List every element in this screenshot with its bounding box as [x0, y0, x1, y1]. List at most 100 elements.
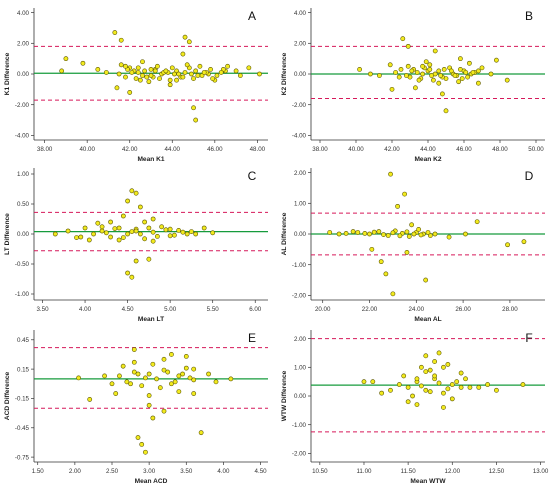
data-point [378, 259, 384, 265]
panel-f: 10.50 11.00 11.50 12.00 12.50 13.00 2.00 1.00 0.… [281, 330, 549, 485]
x-tick-label: 46.00 [207, 146, 223, 153]
data-point [176, 71, 182, 77]
data-point [430, 77, 436, 83]
data-point [152, 68, 158, 74]
data-point [65, 228, 71, 234]
x-tick-label: 2.50 [106, 468, 119, 475]
data-point [137, 204, 143, 210]
data-point [463, 231, 468, 237]
data-point [362, 230, 368, 236]
data-point [403, 73, 409, 78]
y-tick-label: -2.00 [292, 102, 307, 109]
x-tick-label: 50.00 [528, 146, 544, 153]
x-tick-label: 48.00 [492, 146, 508, 153]
data-point [381, 232, 386, 238]
y-tick-label: 0.00 [294, 71, 307, 78]
panel-letter: A [248, 9, 256, 23]
data-point [201, 225, 207, 231]
data-point [388, 171, 393, 177]
data-point [120, 213, 126, 219]
data-point [208, 66, 213, 72]
data-point [146, 393, 152, 398]
data-point [439, 91, 445, 97]
data-point [131, 369, 137, 375]
y-tick-label: -0.15 [15, 396, 30, 403]
data-point [456, 79, 461, 85]
data-point [63, 56, 69, 62]
data-point [416, 226, 422, 232]
data-point [163, 227, 169, 233]
data-point [191, 377, 197, 383]
data-point [233, 68, 239, 74]
data-point [120, 363, 126, 369]
data-point [476, 384, 482, 390]
data-point [150, 238, 156, 244]
data-point [411, 231, 417, 237]
data-point [78, 234, 84, 240]
data-point [420, 71, 425, 77]
data-point [466, 60, 472, 66]
data-point [405, 384, 411, 390]
data-point [140, 73, 145, 78]
data-point [133, 190, 139, 196]
data-point [180, 51, 186, 57]
data-point [117, 373, 122, 379]
data-point [176, 227, 182, 233]
data-point [183, 353, 189, 359]
data-point [225, 63, 230, 69]
data-point [367, 71, 373, 77]
y-tick-label: 2.00 [294, 336, 307, 343]
panel-d: 20.00 22.00 24.00 26.00 28.00 2.00 1.00 0.00 -1.… [281, 168, 545, 323]
data-point [87, 397, 93, 402]
y-tick-label: 0.00 [294, 393, 307, 400]
data-point [432, 359, 438, 364]
data-point [183, 365, 189, 371]
x-tick-label: 46.00 [456, 146, 472, 153]
data-point [161, 367, 167, 373]
x-tick-label: 6.00 [249, 306, 262, 313]
x-axis-label: Mean AL [414, 316, 441, 323]
panel-a: 38.00 40.00 42.00 44.00 46.00 48.00 4.00 2.00 0.… [4, 8, 268, 163]
y-tick-label: -1.00 [15, 291, 30, 298]
data-point [459, 76, 465, 82]
data-point [114, 85, 120, 91]
data-point [99, 228, 105, 234]
data-point [467, 384, 473, 390]
data-point [146, 256, 152, 262]
x-tick-label: 4.00 [217, 468, 230, 475]
data-point [167, 233, 173, 239]
data-point [95, 220, 101, 226]
y-tick-label: -1.00 [292, 422, 307, 429]
panel-b: 38.00 40.00 42.00 44.00 46.00 48.00 50.00 4.00 2… [281, 8, 545, 163]
data-point [143, 375, 148, 381]
panel-e: 1.50 2.00 2.50 3.00 3.50 4.00 4.50 0.45 0.15 -0.1… [4, 330, 268, 485]
data-point [135, 371, 141, 377]
x-tick-label: 44.00 [420, 146, 436, 153]
y-tick-label: 0.00 [17, 71, 30, 78]
data-point [139, 383, 145, 389]
data-point [129, 70, 135, 75]
x-axis-label: Mean LT [138, 316, 164, 323]
data-point [157, 385, 163, 391]
data-point [446, 234, 452, 240]
x-tick-label: 20.00 [315, 306, 331, 313]
x-tick-label: 26.00 [455, 306, 471, 313]
x-tick-label: 13.00 [533, 468, 549, 475]
x-tick-label: 44.00 [165, 146, 181, 153]
x-tick-label: 12.00 [445, 468, 461, 475]
x-tick-label: 11.50 [401, 468, 417, 475]
data-point [118, 62, 124, 68]
data-point [504, 77, 510, 83]
data-point [135, 435, 141, 440]
x-axis-label: Mean K2 [414, 156, 441, 163]
data-point [95, 66, 101, 72]
data-point [135, 70, 141, 75]
data-point [385, 233, 391, 238]
data-point [463, 376, 468, 382]
data-point [412, 85, 418, 91]
y-tick-label: 1.00 [294, 365, 307, 372]
data-point [180, 74, 186, 80]
x-tick-label: 24.00 [409, 306, 425, 313]
x-tick-label: 42.00 [122, 146, 138, 153]
data-point [401, 373, 407, 379]
